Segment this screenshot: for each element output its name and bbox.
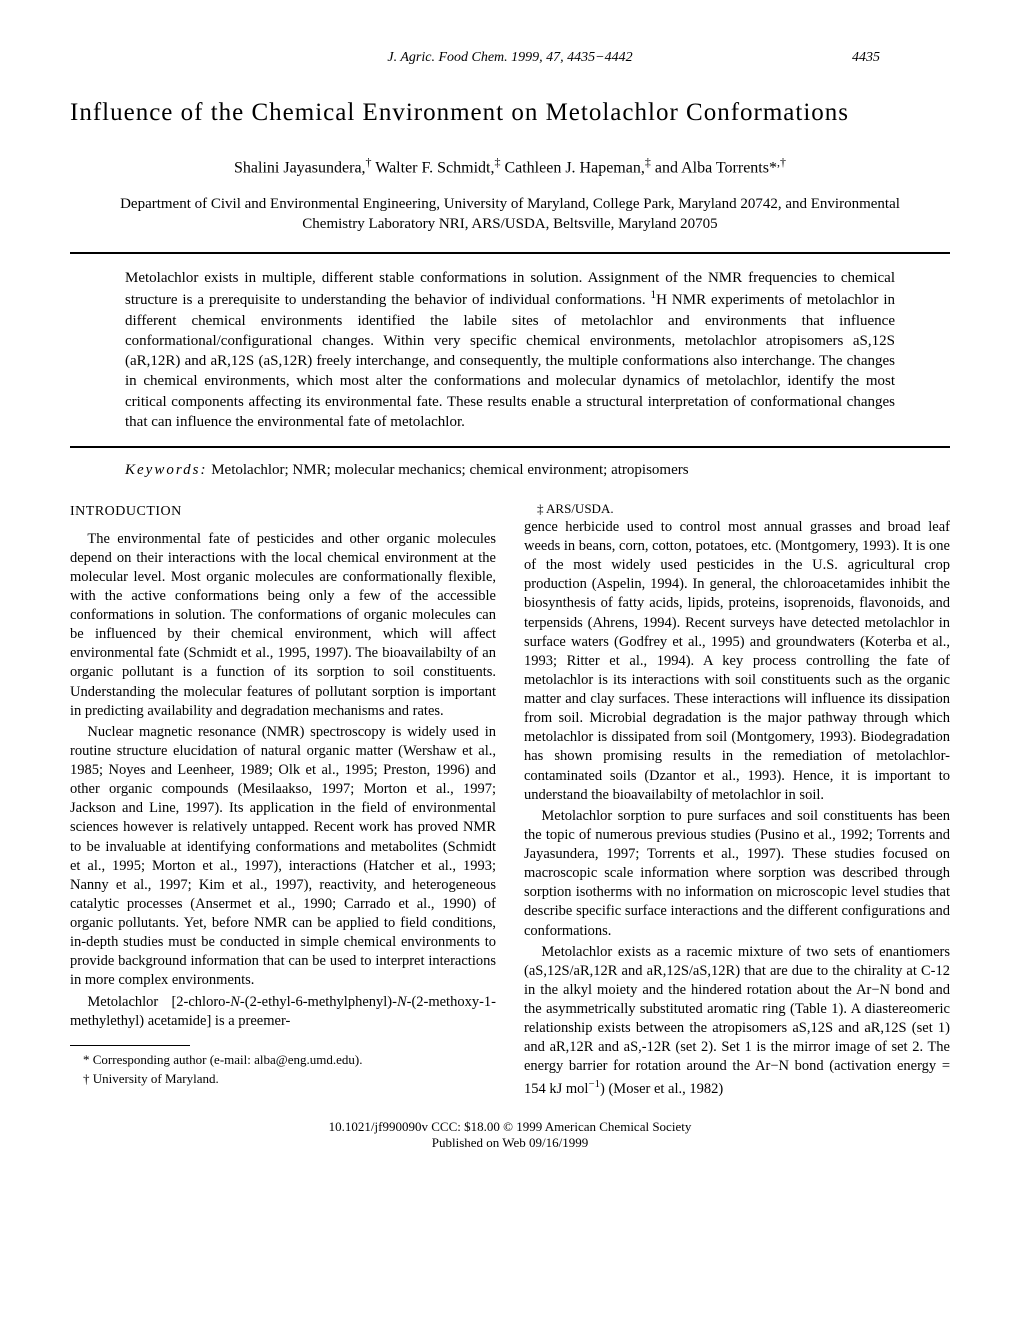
divider-bottom (70, 446, 950, 448)
footnote-affil-1: † University of Maryland. (70, 1071, 496, 1088)
pubfooter-line1: 10.1021/jf990090v CCC: $18.00 © 1999 Ame… (329, 1119, 692, 1134)
body-p4: Metolachlor sorption to pure surfaces an… (524, 807, 950, 941)
footnote-separator (70, 1045, 190, 1046)
pubfooter-line2: Published on Web 09/16/1999 (432, 1135, 589, 1150)
body-columns: INTRODUCTION The environmental fate of p… (70, 501, 950, 1098)
body-p3-cont: gence herbicide used to control most ann… (524, 518, 950, 805)
authors: Shalini Jayasundera,† Walter F. Schmidt,… (70, 155, 950, 177)
footnote-affil-2: ‡ ARS/USDA. (524, 501, 950, 518)
footnote-corresponding: * Corresponding author (e-mail: alba@eng… (70, 1052, 496, 1069)
keywords-line: Keywords: Metolachlor; NMR; molecular me… (125, 462, 895, 479)
body-p3-start: Metolachlor [2-chloro-N-(2-ethyl-6-methy… (70, 993, 496, 1031)
publication-footer: 10.1021/jf990090v CCC: $18.00 © 1999 Ame… (70, 1119, 950, 1153)
running-head: J. Agric. Food Chem. 1999, 47, 4435−4442… (70, 50, 950, 66)
keywords-text: Metolachlor; NMR; molecular mechanics; c… (211, 462, 688, 478)
journal-ref: J. Agric. Food Chem. 1999, 47, 4435−4442 (387, 50, 632, 66)
keywords-label: Keywords: (125, 462, 207, 478)
page-number: 4435 (852, 50, 880, 66)
body-p1: The environmental fate of pesticides and… (70, 530, 496, 721)
section-heading: INTRODUCTION (70, 503, 496, 521)
affiliation: Department of Civil and Environmental En… (120, 195, 900, 234)
abstract: Metolachlor exists in multiple, differen… (125, 268, 895, 432)
article-title: Influence of the Chemical Environment on… (70, 96, 950, 130)
body-p5: Metolachlor exists as a racemic mixture … (524, 943, 950, 1099)
divider-top (70, 252, 950, 254)
body-p2: Nuclear magnetic resonance (NMR) spectro… (70, 723, 496, 991)
